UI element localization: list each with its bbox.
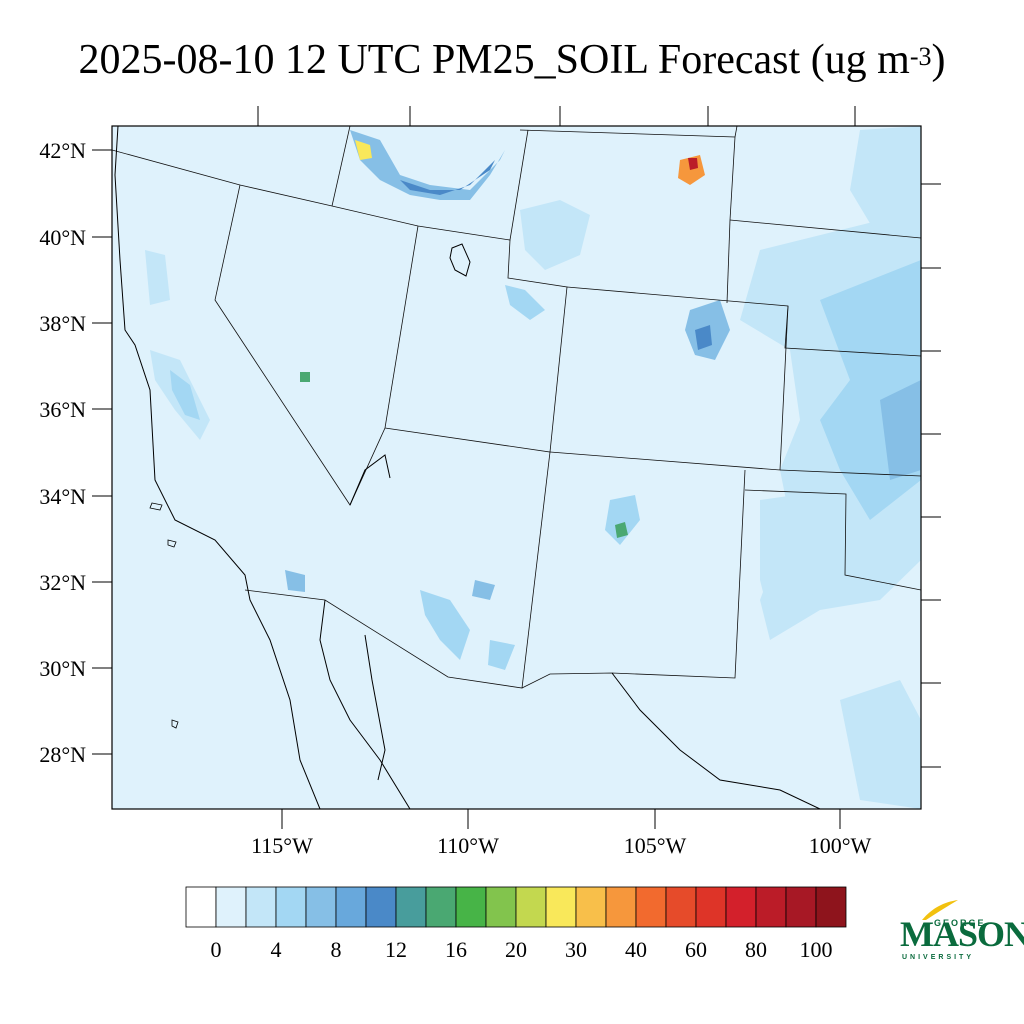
colorbar-tick-label: 0 (211, 937, 222, 962)
lon-label: 115°W (251, 833, 313, 858)
right-ticks (921, 183, 941, 768)
colorbar-box (185, 886, 217, 928)
lat-label: 32°N (39, 570, 86, 595)
lon-label: 105°W (624, 833, 687, 858)
lon-label: 110°W (437, 833, 499, 858)
colorbar-tick-label: 16 (445, 937, 467, 962)
colorbar-box (275, 886, 307, 928)
colorbar-box (485, 886, 517, 928)
colorbar-box (725, 886, 757, 928)
coastlines (114, 126, 821, 809)
plains-patch-north (850, 126, 921, 240)
colorbar-box (245, 886, 277, 928)
wyoming-hotspot-core (688, 158, 698, 170)
idaho-hotspot (355, 140, 372, 160)
colorbar-tick-label: 20 (505, 937, 527, 962)
colorbar-tick-label: 100 (800, 937, 833, 962)
colorbar-tick-label: 8 (331, 937, 342, 962)
plot-frame (111, 125, 922, 810)
logo-george: GEORGE (934, 918, 986, 928)
bottom-ticks (281, 809, 841, 829)
colorbar-box (785, 886, 817, 928)
lat-label: 28°N (39, 742, 86, 767)
colorbar-tick-label: 30 (565, 937, 587, 962)
socal-patch (285, 570, 305, 592)
colorbar-tick-label: 4 (271, 937, 282, 962)
forecast-map: 42°N 40°N 38°N 36°N 34°N 32°N 30°N 28°N … (39, 106, 941, 858)
new-mexico-patch (605, 495, 640, 545)
left-ticks (92, 149, 112, 755)
colorbar-box (815, 886, 847, 928)
colorbar-box (335, 886, 367, 928)
texas-patch (760, 490, 840, 620)
colorbar-tick-label: 60 (685, 937, 707, 962)
arizona-patch-3 (488, 640, 515, 670)
colorbar-box (665, 886, 697, 928)
sierra-patch (145, 250, 170, 305)
plains-patch-east (880, 380, 921, 480)
lat-label: 38°N (39, 311, 86, 336)
concentration-field (145, 126, 921, 809)
colorbar-tick-label: 40 (625, 937, 647, 962)
new-mexico-core (615, 522, 628, 538)
colorbar-labels: 0 4 8 12 16 20 30 40 60 80 100 (211, 937, 833, 962)
nevada-spot (300, 372, 310, 382)
colorbar-box (365, 886, 397, 928)
colorbar-tick-label: 12 (385, 937, 407, 962)
great-salt-lake (449, 243, 471, 277)
arizona-patch (420, 590, 470, 660)
colorbar-box (425, 886, 457, 928)
colorbar-box (695, 886, 727, 928)
map-title: 2025-08-10 12 UTC PM25_SOIL Forecast (ug… (78, 37, 946, 83)
colorbar-box (305, 886, 337, 928)
wyoming-hotspot-outer (678, 155, 705, 185)
top-ticks (257, 106, 856, 126)
gmu-logo: GEORGE MASON UNIVERSITY (896, 898, 1024, 968)
colorbar-box (575, 886, 607, 928)
lat-label: 30°N (39, 656, 86, 681)
colorado-front-core (695, 325, 712, 350)
central-valley-core (170, 370, 200, 420)
arizona-patch-2 (472, 580, 495, 600)
texas-patch-south (840, 680, 921, 809)
lon-label: 100°W (809, 833, 872, 858)
wyoming-plume (520, 200, 590, 270)
leaf-icon (922, 900, 958, 920)
utah-patch (505, 285, 545, 320)
colorbar-box (605, 886, 637, 928)
colorbar-box (635, 886, 667, 928)
colorbar-tick-label: 80 (745, 937, 767, 962)
islands (149, 502, 179, 729)
colorbar-box (395, 886, 427, 928)
lat-label: 40°N (39, 225, 86, 250)
colorbar-boxes (185, 886, 847, 928)
colorbar-box (755, 886, 787, 928)
colorbar-box (215, 886, 247, 928)
idaho-plume (350, 130, 505, 200)
logo-university: UNIVERSITY (902, 954, 975, 961)
colorbar-box (455, 886, 487, 928)
lat-label: 36°N (39, 397, 86, 422)
logo-mason: MASON (900, 914, 1024, 954)
lat-label: 42°N (39, 138, 86, 163)
colorbar-box (515, 886, 547, 928)
lat-label: 34°N (39, 484, 86, 509)
colorbar-box (545, 886, 577, 928)
